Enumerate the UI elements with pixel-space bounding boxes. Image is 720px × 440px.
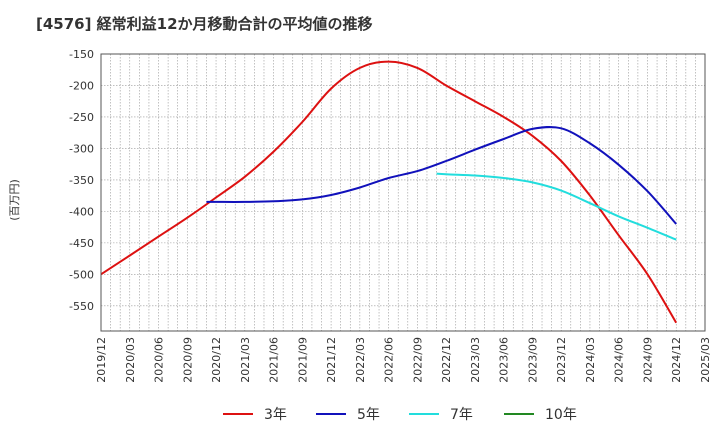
legend-label: 3年 — [264, 407, 287, 423]
x-tick-label: 2020/09 — [181, 337, 194, 383]
y-tick-label: -550 — [69, 300, 94, 313]
x-tick-label: 2021/09 — [296, 337, 309, 383]
legend: 3年 5年 7年 10年 — [223, 407, 577, 423]
y-axis-label: (百万円) — [8, 179, 21, 221]
x-tick-label: 2022/09 — [411, 337, 424, 383]
x-tick-label: 2025/03 — [699, 337, 712, 383]
y-tick-label: -300 — [69, 142, 94, 155]
plot-background — [101, 54, 705, 331]
legend-label: 10年 — [545, 407, 577, 423]
series-line — [436, 172, 677, 241]
x-tick-label: 2020/03 — [124, 337, 137, 383]
x-axis-ticks: 2019/12 2020/03 2020/06 2020/09 2020/12 2021/… — [95, 337, 712, 383]
x-tick-label: 2020/12 — [210, 337, 223, 383]
y-axis-ticks: -150 -200 -250 -300 -350 -400 -450 -500 -550 — [69, 48, 94, 313]
y-tick-label: -350 — [69, 174, 94, 187]
x-tick-label: 2024/06 — [613, 337, 626, 383]
x-tick-label: 2019/12 — [95, 337, 108, 383]
x-tick-label: 2021/06 — [268, 337, 281, 383]
x-tick-label: 2024/12 — [670, 337, 683, 383]
series-lines — [100, 60, 678, 324]
chart-title: [4576] 経常利益12か月移動合計の平均値の推移 — [36, 15, 373, 33]
legend-label: 7年 — [450, 407, 473, 423]
x-tick-label: 2022/03 — [354, 337, 367, 383]
y-tick-label: -150 — [69, 48, 94, 61]
x-tick-label: 2024/03 — [584, 337, 597, 383]
x-tick-label: 2023/09 — [526, 337, 539, 383]
x-tick-label: 2021/03 — [239, 337, 252, 383]
y-tick-label: -450 — [69, 237, 94, 250]
x-tick-label: 2022/06 — [383, 337, 396, 383]
y-tick-label: -500 — [69, 268, 94, 281]
x-tick-label: 2022/12 — [440, 337, 453, 383]
x-tick-label: 2023/06 — [498, 337, 511, 383]
legend-label: 5年 — [357, 407, 380, 423]
plot-border — [100, 53, 706, 332]
y-tick-label: -200 — [69, 79, 94, 92]
y-tick-label: -400 — [69, 205, 94, 218]
x-tick-label: 2023/12 — [555, 337, 568, 383]
x-tick-label: 2020/06 — [153, 337, 166, 383]
x-tick-label: 2023/03 — [469, 337, 482, 383]
x-tick-label: 2021/12 — [325, 337, 338, 383]
x-tick-label: 2024/09 — [641, 337, 654, 383]
series-line — [206, 125, 677, 225]
grid-lines — [100, 53, 706, 331]
series-line — [100, 60, 678, 324]
y-tick-label: -250 — [69, 111, 94, 124]
